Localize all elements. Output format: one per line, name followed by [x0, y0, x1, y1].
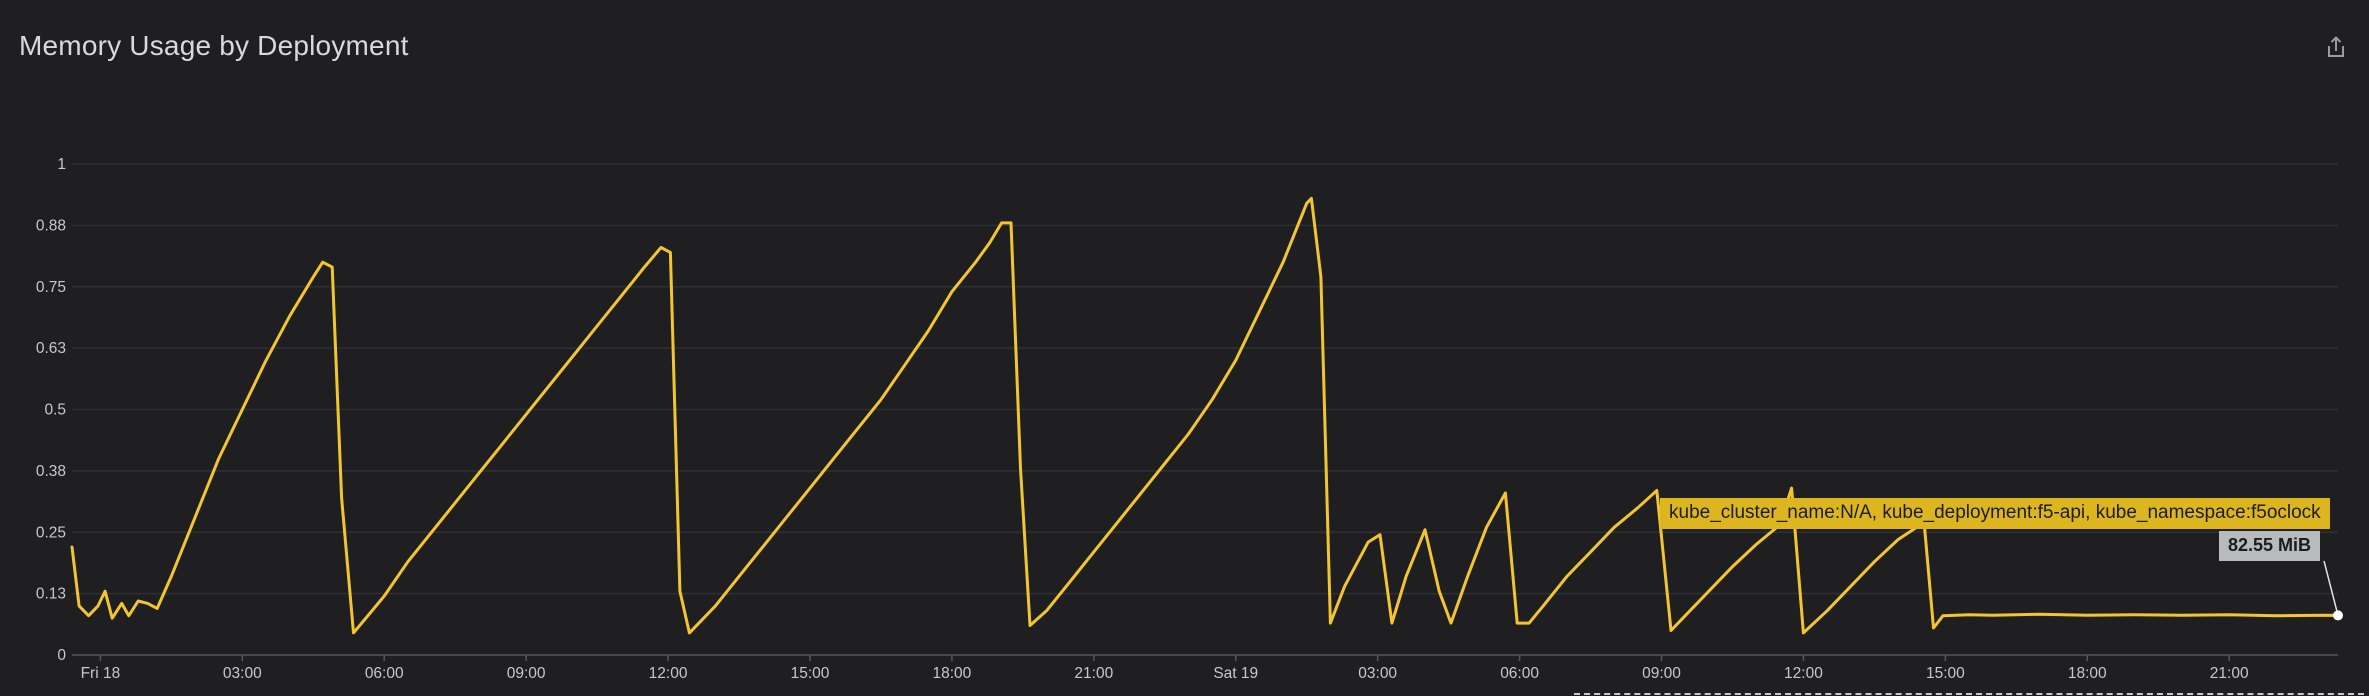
x-tick-label: 21:00 [1074, 665, 1113, 682]
y-tick-label: 0.88 [36, 217, 66, 234]
share-button[interactable] [2321, 32, 2351, 62]
y-tick-label: 1 [57, 156, 66, 173]
x-tick-label: 03:00 [1358, 665, 1397, 682]
hover-point [2333, 610, 2343, 621]
y-tick-label: 0.5 [44, 402, 66, 419]
x-tick-label: 12:00 [1784, 665, 1823, 682]
x-tick-label: Fri 18 [81, 665, 121, 682]
y-tick-label: 0.38 [36, 463, 66, 480]
x-tick-label: 18:00 [933, 665, 972, 682]
x-tick-label: 21:00 [2210, 665, 2249, 682]
x-tick-label: 06:00 [365, 665, 404, 682]
series-line [70, 196, 2340, 635]
selection-edge [1574, 693, 2364, 695]
y-tick-label: 0 [57, 647, 66, 664]
x-tick-label: 15:00 [791, 665, 830, 682]
x-tick-label: 12:00 [649, 665, 688, 682]
x-tick-label: 09:00 [507, 665, 546, 682]
share-icon [2328, 36, 2344, 57]
x-tick-label: Sat 19 [1213, 665, 1258, 682]
x-tick-label: 15:00 [1926, 665, 1965, 682]
y-tick-label: 0.13 [36, 586, 66, 603]
tooltip-series-label: kube_cluster_name:N/A, kube_deployment:f… [1660, 498, 2330, 529]
y-tick-label: 0.63 [36, 340, 66, 357]
tooltip-value-label: 82.55 MiB [2219, 531, 2321, 561]
x-tick-label: 18:00 [2068, 665, 2107, 682]
y-tick-label: 0.25 [36, 524, 66, 541]
panel-title: Memory Usage by Deployment [19, 30, 409, 61]
x-tick-label: 09:00 [1642, 665, 1681, 682]
tooltip-connector [2323, 560, 2339, 616]
y-tick-label: 0.75 [36, 279, 66, 296]
x-tick-label: 06:00 [1500, 665, 1539, 682]
x-tick-label: 03:00 [223, 665, 262, 682]
